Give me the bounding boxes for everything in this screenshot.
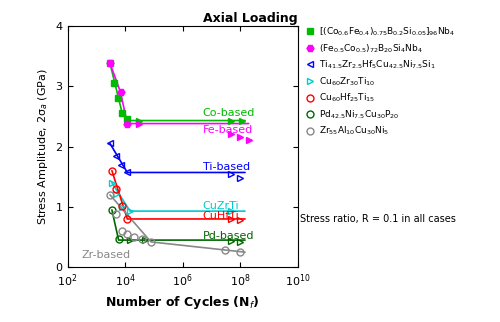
Text: Pd-based: Pd-based: [202, 231, 254, 241]
Legend: [(Co$_{0.6}$Fe$_{0.4}$)$_{0.75}$B$_{0.2}$Si$_{0.05}$]$_{96}$Nb$_4$, (Fe$_{0.5}$C: [(Co$_{0.6}$Fe$_{0.4}$)$_{0.75}$B$_{0.2}…: [304, 25, 455, 137]
Text: Stress ratio, R = 0.1 in all cases: Stress ratio, R = 0.1 in all cases: [300, 214, 456, 224]
Text: Zr-based: Zr-based: [81, 250, 130, 260]
Text: Fe-based: Fe-based: [202, 125, 253, 135]
Text: Co-based: Co-based: [202, 108, 255, 118]
Text: CuHfTi: CuHfTi: [202, 211, 239, 221]
Text: Ti-based: Ti-based: [202, 162, 250, 172]
Text: Axial Loading: Axial Loading: [203, 12, 298, 24]
Text: CuZrTi: CuZrTi: [202, 201, 239, 211]
X-axis label: Number of Cycles (N$_f$): Number of Cycles (N$_f$): [106, 294, 260, 311]
Y-axis label: Stress Amplitude, 2σ$_a$ (GPa): Stress Amplitude, 2σ$_a$ (GPa): [36, 68, 50, 225]
